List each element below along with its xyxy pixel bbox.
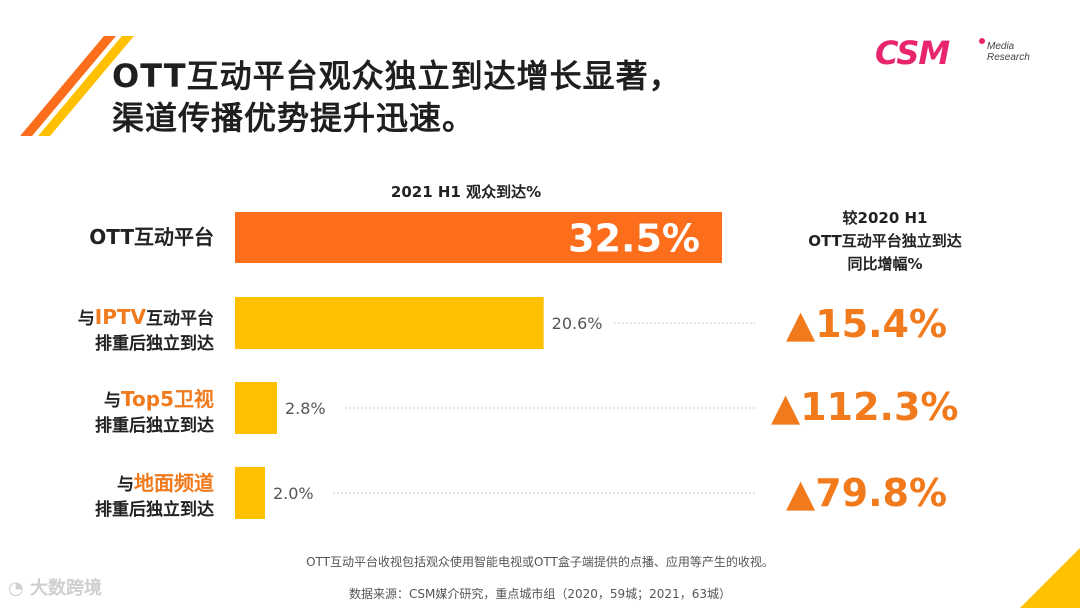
category-label-2-line2: 排重后独立到达 — [95, 416, 214, 436]
bar-3 — [235, 467, 265, 519]
bar-value-label-1: 20.6% — [552, 314, 603, 333]
footnote: OTT互动平台收视包括观众使用智能电视或OTT盒子端提供的点播、应用等产生的收视… — [306, 555, 774, 569]
growth-header-line-3: 同比增幅% — [847, 255, 923, 273]
csm-logo: CSM Media Research — [875, 34, 1040, 74]
corner-triangle — [1020, 548, 1080, 608]
logo-dot — [979, 38, 985, 44]
growth-header-line-1: 较2020 H1 — [842, 209, 928, 227]
watermark-text: 大数跨境 — [29, 578, 102, 599]
category-label-3-pre: 与 — [117, 475, 134, 495]
category-label-2-pre: 与 — [104, 391, 122, 411]
category-label-1-pre: 与 — [77, 309, 95, 329]
page-title: OTT互动平台观众独立到达增长显著， 渠道传播优势提升迅速。 — [112, 55, 682, 139]
category-label-0: OTT互动平台 — [89, 225, 214, 250]
growth-value-1: ▲112.3% — [771, 385, 959, 429]
category-label-1-line2: 排重后独立到达 — [95, 334, 214, 354]
category-label-3-line2: 排重后独立到达 — [95, 500, 214, 520]
logo-sub-research: Research — [987, 52, 1030, 63]
title-line-1: OTT互动平台观众独立到达增长显著， — [112, 57, 682, 95]
category-label-1-highlight: IPTV — [94, 305, 146, 329]
category-label-0-text: OTT互动平台 — [89, 225, 214, 249]
category-label-3: 与地面频道 排重后独立到达 — [95, 471, 214, 523]
watermark: ◔ 大数跨境 — [8, 574, 102, 600]
watermark-icon: ◔ — [8, 578, 30, 599]
bar-value-label-3: 2.0% — [273, 484, 314, 503]
chart-title: 2021 H1 观众到达% — [390, 183, 542, 201]
logo-sub-text: Media Research — [987, 41, 1030, 63]
category-label-1: 与IPTV互动平台 排重后独立到达 — [78, 305, 214, 357]
category-label-1-post: 互动平台 — [146, 309, 214, 329]
category-label-3-highlight: 地面频道 — [134, 471, 214, 495]
category-label-2: 与Top5卫视 排重后独立到达 — [95, 387, 214, 439]
bar-0 — [235, 212, 722, 263]
logo-sub-media: Media — [987, 41, 1015, 52]
category-label-2-highlight: Top5卫视 — [121, 387, 214, 411]
bar-1 — [235, 297, 544, 349]
bar-value-label-0: 32.5% — [568, 217, 700, 261]
growth-header-line-2: OTT互动平台独立到达 — [808, 232, 962, 250]
logo-main-text: CSM — [875, 34, 950, 72]
growth-header: 较2020 H1 OTT互动平台独立到达 同比增幅% — [790, 207, 980, 276]
growth-value-0: ▲15.4% — [786, 302, 948, 346]
source-note: 数据来源：CSM媒介研究，重点城市组（2020，59城；2021，63城） — [349, 587, 731, 601]
bar-value-label-2: 2.8% — [285, 399, 326, 418]
growth-value-2: ▲79.8% — [786, 471, 948, 515]
bar-2 — [235, 382, 277, 434]
title-line-2: 渠道传播优势提升迅速。 — [112, 99, 476, 137]
